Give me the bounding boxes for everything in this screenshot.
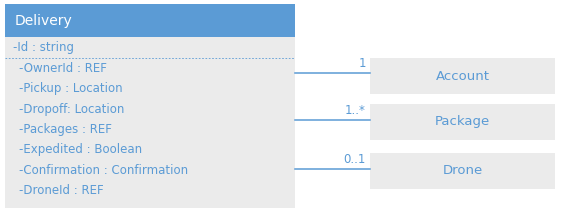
FancyBboxPatch shape bbox=[370, 153, 555, 189]
Text: -Pickup : Location: -Pickup : Location bbox=[19, 82, 123, 95]
Text: 1: 1 bbox=[359, 57, 366, 70]
FancyBboxPatch shape bbox=[370, 58, 555, 94]
Text: Account: Account bbox=[436, 70, 489, 83]
Text: Drone: Drone bbox=[443, 164, 482, 177]
Text: -OwnerId : REF: -OwnerId : REF bbox=[19, 62, 107, 75]
Text: -DroneId : REF: -DroneId : REF bbox=[19, 184, 103, 197]
Text: 0..1: 0..1 bbox=[344, 153, 366, 166]
FancyBboxPatch shape bbox=[370, 104, 555, 140]
Text: Package: Package bbox=[435, 115, 490, 128]
Text: -Expedited : Boolean: -Expedited : Boolean bbox=[19, 143, 142, 156]
Text: -Id : string: -Id : string bbox=[13, 42, 74, 54]
Text: Delivery: Delivery bbox=[15, 14, 73, 28]
Text: -Packages : REF: -Packages : REF bbox=[19, 123, 112, 136]
Text: -Dropoff: Location: -Dropoff: Location bbox=[19, 103, 124, 116]
Text: -Confirmation : Confirmation: -Confirmation : Confirmation bbox=[19, 164, 188, 177]
FancyBboxPatch shape bbox=[5, 37, 295, 208]
Text: 1..*: 1..* bbox=[345, 104, 366, 117]
FancyBboxPatch shape bbox=[5, 4, 295, 37]
